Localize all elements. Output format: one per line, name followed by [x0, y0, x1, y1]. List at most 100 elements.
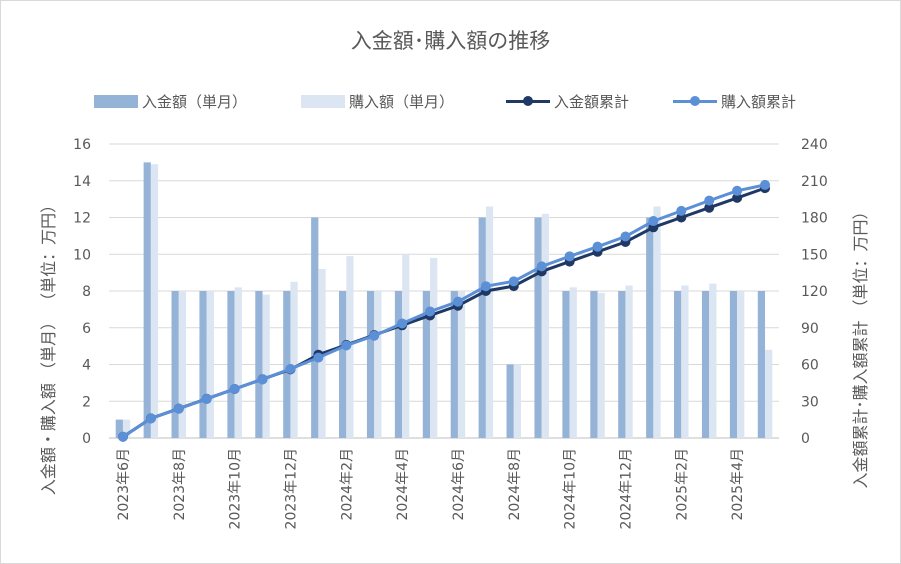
y-left-tick-label: 2 [82, 394, 91, 410]
y-right-tick-label: 210 [801, 174, 828, 190]
point-purchase-cumulative [648, 216, 659, 227]
legend-label-purchase-cumulative: 購入額累計 [721, 92, 797, 111]
bar-purchase-monthly [485, 206, 494, 438]
chart-title: 入金額･購入額の推移 [350, 29, 551, 53]
y-right-tick-label: 60 [801, 358, 819, 374]
bar-deposit-monthly [450, 291, 458, 438]
point-purchase-cumulative [592, 241, 603, 252]
point-purchase-cumulative [676, 205, 687, 216]
bar-purchase-monthly [653, 206, 661, 438]
bar-deposit-monthly [729, 291, 738, 438]
point-purchase-cumulative [397, 318, 408, 329]
y-left-tick-label: 0 [82, 431, 91, 447]
bar-deposit-monthly [115, 419, 123, 438]
bar-purchase-monthly [457, 291, 466, 438]
x-tick-label: 2024年4月 [395, 448, 411, 521]
point-deposit-cumulative [704, 202, 715, 213]
legend-label-deposit-cumulative: 入金額累計 [554, 92, 630, 111]
legend-item-deposit-cumulative: 入金額累計 [506, 89, 629, 113]
bar-deposit-monthly [171, 291, 179, 438]
y-right-tick-label: 120 [801, 284, 828, 300]
bar-deposit-monthly [311, 217, 319, 438]
bar-deposit-monthly [255, 291, 263, 438]
bar-purchase-monthly [569, 287, 577, 438]
bar-deposit-monthly [534, 217, 542, 438]
bar-purchase-monthly [262, 294, 270, 438]
bar-deposit-monthly [701, 291, 710, 438]
y-left-tick-label: 8 [82, 284, 91, 300]
legend-label-purchase-monthly: 購入額（単月） [349, 92, 455, 111]
bar-purchase-monthly [625, 285, 633, 438]
x-tick-label: 2025年4月 [730, 448, 746, 521]
bar-deposit-monthly [366, 291, 375, 438]
y-left-tick-label: 14 [73, 174, 91, 190]
point-purchase-cumulative [536, 261, 547, 272]
bar-deposit-monthly [199, 291, 207, 438]
legend-item-purchase-monthly: 購入額（単月） [301, 89, 454, 113]
point-purchase-cumulative [285, 363, 296, 374]
point-purchase-cumulative [620, 231, 631, 242]
bar-deposit-monthly [339, 291, 347, 438]
x-tick-label: 2024年10月 [563, 448, 579, 529]
bar-purchase-monthly [765, 349, 773, 438]
bar-purchase-monthly [178, 291, 187, 438]
point-deposit-cumulative [732, 192, 743, 203]
point-purchase-cumulative [480, 281, 491, 292]
x-tick-label: 2023年12月 [283, 448, 299, 529]
bar-purchase-monthly [513, 364, 522, 438]
legend-marker-purchase-cumulative [673, 95, 717, 108]
point-purchase-cumulative [452, 296, 463, 307]
bar-deposit-monthly [394, 291, 403, 438]
line-deposit-cumulative [122, 186, 766, 439]
point-purchase-cumulative [145, 413, 156, 424]
bar-deposit-monthly [506, 364, 514, 438]
bar-purchase-monthly [709, 283, 717, 438]
y-right-tick-label: 0 [801, 431, 810, 447]
bar-deposit-monthly [422, 291, 431, 438]
bar-purchase-monthly [234, 287, 242, 438]
y-left-tick-label: 16 [73, 137, 91, 153]
bar-deposit-monthly [590, 291, 598, 438]
legend-marker-deposit-cumulative [506, 95, 550, 108]
bar-deposit-monthly [618, 291, 626, 438]
x-tick-label: 2024年8月 [507, 448, 523, 521]
bar-deposit-monthly [283, 291, 291, 438]
y-left-tick-label: 12 [73, 211, 91, 227]
point-purchase-cumulative [369, 330, 380, 341]
x-tick-label: 2023年6月 [116, 448, 132, 521]
point-purchase-cumulative [117, 431, 128, 442]
bar-purchase-monthly [206, 291, 214, 438]
bar-purchase-monthly [737, 291, 745, 438]
bar-purchase-monthly [402, 254, 410, 438]
bar-purchase-monthly [681, 285, 689, 438]
legend-label-deposit-monthly: 入金額（単月） [142, 92, 248, 111]
point-purchase-cumulative [425, 306, 436, 317]
x-tick-label: 2023年8月 [172, 448, 188, 521]
bar-purchase-monthly [597, 292, 605, 438]
bar-deposit-monthly [143, 162, 151, 438]
y-left-tick-label: 10 [73, 247, 91, 263]
point-purchase-cumulative [732, 185, 743, 196]
point-purchase-cumulative [760, 179, 771, 190]
x-tick-label: 2024年6月 [451, 448, 467, 521]
legend-item-deposit-monthly: 入金額（単月） [94, 89, 247, 113]
point-purchase-cumulative [564, 251, 575, 262]
point-purchase-cumulative [508, 276, 519, 287]
point-purchase-cumulative [313, 352, 324, 363]
y-right-tick-label: 30 [801, 394, 819, 410]
point-purchase-cumulative [257, 374, 268, 385]
bar-deposit-monthly [646, 217, 654, 438]
bar-deposit-monthly [478, 217, 486, 438]
x-tick-label: 2024年12月 [618, 448, 634, 529]
bar-purchase-monthly [374, 291, 382, 438]
bar-deposit-monthly [562, 291, 570, 438]
legend-swatch-deposit-monthly [94, 94, 138, 108]
y-right-tick-label: 240 [801, 137, 828, 153]
point-purchase-cumulative [704, 195, 715, 206]
bar-deposit-monthly [674, 291, 682, 438]
bar-purchase-monthly [541, 213, 549, 438]
bar-deposit-monthly [757, 291, 766, 438]
point-purchase-cumulative [173, 403, 184, 414]
